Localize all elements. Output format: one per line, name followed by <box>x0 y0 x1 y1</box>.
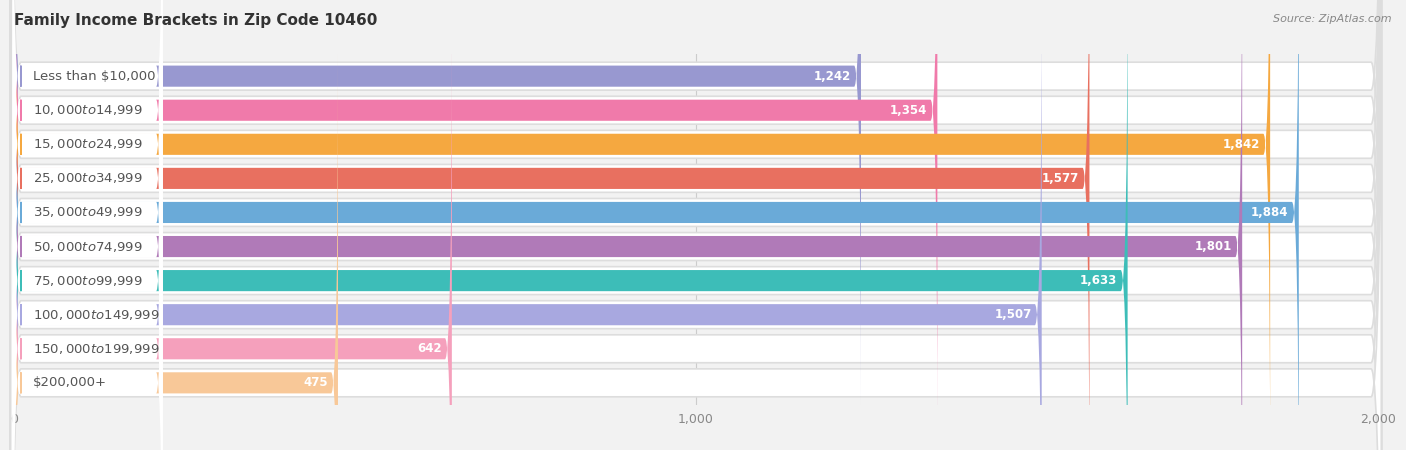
FancyBboxPatch shape <box>14 0 860 406</box>
FancyBboxPatch shape <box>13 0 163 450</box>
FancyBboxPatch shape <box>14 0 1042 450</box>
FancyBboxPatch shape <box>13 0 163 450</box>
FancyBboxPatch shape <box>14 53 337 450</box>
Text: 1,633: 1,633 <box>1080 274 1118 287</box>
FancyBboxPatch shape <box>14 0 1241 450</box>
Text: 642: 642 <box>418 342 441 355</box>
Text: $200,000+: $200,000+ <box>34 376 107 389</box>
Text: 475: 475 <box>304 376 328 389</box>
Text: 1,842: 1,842 <box>1223 138 1260 151</box>
FancyBboxPatch shape <box>13 0 163 450</box>
FancyBboxPatch shape <box>14 0 1128 450</box>
FancyBboxPatch shape <box>11 0 1381 450</box>
FancyBboxPatch shape <box>13 19 163 450</box>
FancyBboxPatch shape <box>13 0 163 450</box>
Text: $150,000 to $199,999: $150,000 to $199,999 <box>34 342 160 356</box>
Text: 1,354: 1,354 <box>890 104 927 117</box>
Text: $15,000 to $24,999: $15,000 to $24,999 <box>34 137 143 151</box>
Text: 1,884: 1,884 <box>1251 206 1288 219</box>
FancyBboxPatch shape <box>14 0 1299 450</box>
Text: $10,000 to $14,999: $10,000 to $14,999 <box>34 103 143 117</box>
FancyBboxPatch shape <box>14 18 451 450</box>
Text: 1,577: 1,577 <box>1042 172 1080 185</box>
Text: 1,507: 1,507 <box>994 308 1032 321</box>
Text: $50,000 to $74,999: $50,000 to $74,999 <box>34 239 143 253</box>
FancyBboxPatch shape <box>14 0 938 441</box>
FancyBboxPatch shape <box>13 0 163 406</box>
FancyBboxPatch shape <box>13 53 163 450</box>
FancyBboxPatch shape <box>11 0 1381 450</box>
Text: $25,000 to $34,999: $25,000 to $34,999 <box>34 171 143 185</box>
FancyBboxPatch shape <box>14 0 1270 450</box>
FancyBboxPatch shape <box>11 0 1381 450</box>
FancyBboxPatch shape <box>13 0 163 450</box>
FancyBboxPatch shape <box>11 0 1381 450</box>
Text: $75,000 to $99,999: $75,000 to $99,999 <box>34 274 143 288</box>
FancyBboxPatch shape <box>11 0 1381 450</box>
FancyBboxPatch shape <box>11 0 1381 450</box>
FancyBboxPatch shape <box>11 0 1381 450</box>
Text: $35,000 to $49,999: $35,000 to $49,999 <box>34 206 143 220</box>
Text: Family Income Brackets in Zip Code 10460: Family Income Brackets in Zip Code 10460 <box>14 14 377 28</box>
FancyBboxPatch shape <box>13 0 163 440</box>
FancyBboxPatch shape <box>11 0 1381 450</box>
FancyBboxPatch shape <box>13 0 163 450</box>
Text: 1,242: 1,242 <box>814 70 851 83</box>
Text: 1,801: 1,801 <box>1195 240 1232 253</box>
FancyBboxPatch shape <box>11 0 1381 450</box>
Text: Less than $10,000: Less than $10,000 <box>34 70 156 83</box>
FancyBboxPatch shape <box>11 0 1381 450</box>
FancyBboxPatch shape <box>14 0 1090 450</box>
Text: $100,000 to $149,999: $100,000 to $149,999 <box>34 308 160 322</box>
Text: Source: ZipAtlas.com: Source: ZipAtlas.com <box>1274 14 1392 23</box>
